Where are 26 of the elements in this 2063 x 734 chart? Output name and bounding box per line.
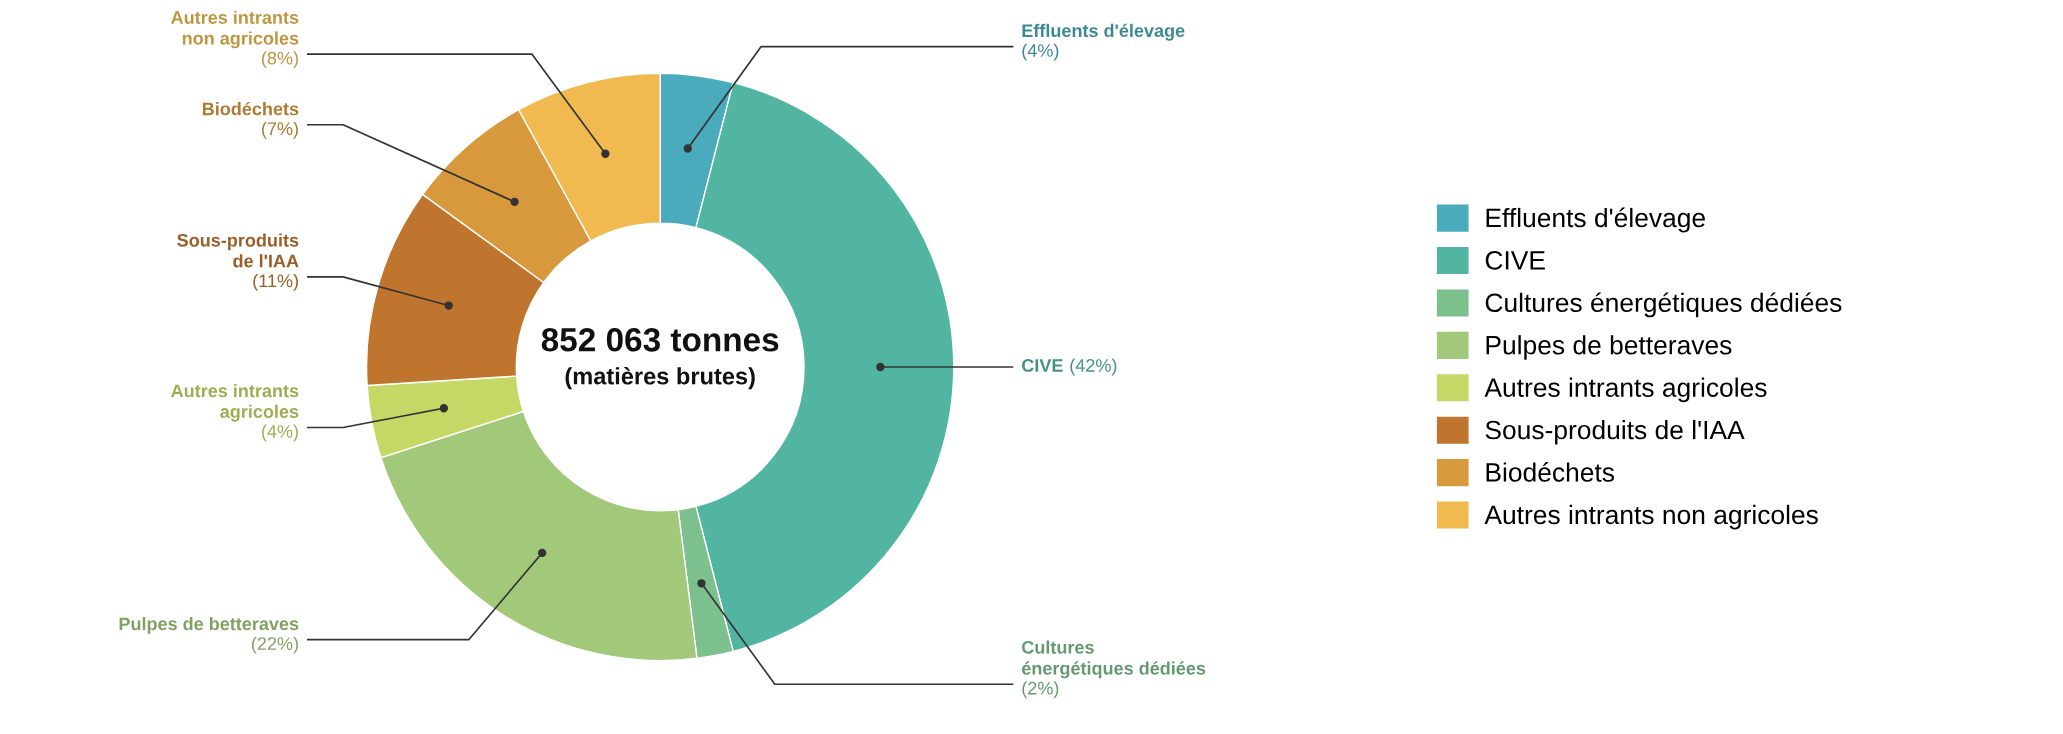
slice-label: Autres intrants agricoles [171, 383, 299, 422]
legend-label: Autres intrants non agricoles [1484, 504, 1818, 530]
slice-label: CIVE [1022, 359, 1063, 372]
data-label: (8%) [262, 51, 298, 69]
legend-label: CIVE [1485, 251, 1545, 270]
data-label: (4%) [262, 424, 298, 442]
text: (matières brutes) [565, 367, 755, 390]
slice-label: Sous-produits de l'IAA [177, 233, 299, 268]
legend-label: Cultures énergétiques dédiées [1485, 292, 1842, 318]
legend-label: Sous-produits de l'IAA [1485, 419, 1745, 445]
slice-label: Pulpes de betteraves [119, 616, 299, 634]
data-label: (2%) [1022, 681, 1059, 699]
text: 852 063 tonnes [541, 328, 779, 352]
data-label: (11%) [253, 273, 298, 291]
slice-label: Effluents d'élevage [1022, 23, 1185, 41]
legend-label: Pulpes de betteraves [1486, 335, 1732, 360]
slice-label: Cultures énergétiques dédiées [1021, 640, 1206, 679]
data-label: (22%) [251, 636, 298, 654]
slice-label: Biodéchets [202, 101, 299, 116]
data-label: (7%) [262, 121, 298, 139]
legend-label: Biodéchets [1486, 462, 1615, 482]
data-label: (42%) [1070, 358, 1117, 376]
legend-label: Effluents d'élevage [1486, 207, 1705, 233]
legend-label: Autres intrants agricoles [1484, 377, 1767, 403]
slice-label: Autres intrants non agricoles [171, 10, 299, 49]
data-label: (4%) [1022, 43, 1059, 61]
